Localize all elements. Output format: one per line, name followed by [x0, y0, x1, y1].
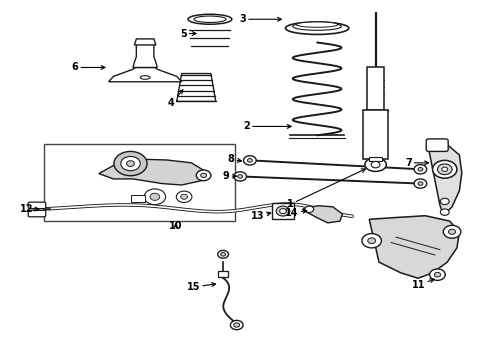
Ellipse shape [414, 165, 427, 174]
Ellipse shape [181, 194, 188, 199]
Ellipse shape [286, 22, 349, 35]
Text: 1: 1 [287, 169, 366, 209]
FancyBboxPatch shape [28, 202, 46, 208]
Ellipse shape [418, 167, 423, 171]
Ellipse shape [230, 320, 243, 330]
Ellipse shape [194, 16, 226, 22]
Polygon shape [303, 206, 343, 223]
Ellipse shape [433, 160, 457, 178]
FancyBboxPatch shape [272, 203, 294, 219]
Polygon shape [99, 159, 206, 185]
Text: 14: 14 [285, 208, 307, 218]
Ellipse shape [144, 189, 166, 204]
Ellipse shape [244, 156, 256, 165]
Ellipse shape [276, 206, 290, 216]
Ellipse shape [234, 323, 240, 327]
Ellipse shape [188, 14, 232, 24]
Ellipse shape [362, 234, 381, 248]
Text: 12: 12 [20, 203, 39, 213]
FancyBboxPatch shape [28, 210, 46, 217]
Ellipse shape [220, 252, 225, 256]
Ellipse shape [126, 161, 134, 166]
Ellipse shape [296, 22, 338, 27]
FancyBboxPatch shape [218, 271, 228, 277]
Ellipse shape [441, 209, 449, 215]
Text: 11: 11 [412, 279, 434, 291]
Polygon shape [428, 143, 462, 214]
Ellipse shape [238, 175, 243, 178]
Polygon shape [109, 67, 182, 82]
Text: 15: 15 [187, 282, 216, 292]
Text: 2: 2 [243, 121, 291, 131]
Text: 5: 5 [180, 28, 196, 39]
Ellipse shape [418, 182, 423, 185]
Ellipse shape [150, 193, 160, 201]
Ellipse shape [371, 161, 380, 168]
Ellipse shape [368, 238, 375, 244]
Ellipse shape [305, 206, 314, 212]
Ellipse shape [121, 157, 140, 171]
Ellipse shape [201, 173, 206, 177]
FancyBboxPatch shape [363, 111, 388, 158]
FancyBboxPatch shape [130, 195, 145, 202]
Ellipse shape [434, 273, 441, 277]
Ellipse shape [443, 225, 461, 238]
Polygon shape [133, 44, 157, 67]
Text: 9: 9 [222, 171, 237, 181]
Ellipse shape [218, 250, 228, 258]
FancyBboxPatch shape [367, 67, 384, 111]
Ellipse shape [438, 164, 452, 175]
Text: 4: 4 [168, 90, 183, 108]
Polygon shape [369, 216, 460, 278]
Ellipse shape [176, 191, 192, 203]
Ellipse shape [280, 208, 287, 213]
Ellipse shape [414, 179, 427, 188]
Ellipse shape [293, 22, 342, 30]
Ellipse shape [430, 269, 445, 280]
FancyBboxPatch shape [426, 139, 448, 152]
Ellipse shape [196, 170, 211, 181]
Text: 3: 3 [239, 14, 281, 24]
Text: 10: 10 [169, 221, 183, 231]
FancyBboxPatch shape [44, 144, 235, 221]
Ellipse shape [365, 158, 386, 171]
Text: 13: 13 [251, 211, 270, 221]
FancyBboxPatch shape [369, 157, 382, 161]
Ellipse shape [247, 158, 252, 162]
Ellipse shape [441, 198, 449, 204]
Ellipse shape [442, 167, 448, 171]
Ellipse shape [140, 76, 150, 79]
Text: 7: 7 [405, 158, 428, 168]
Text: 8: 8 [227, 154, 242, 164]
Polygon shape [134, 39, 156, 45]
Ellipse shape [114, 152, 147, 176]
Text: 6: 6 [72, 63, 105, 72]
Ellipse shape [234, 172, 246, 181]
Ellipse shape [448, 229, 456, 234]
